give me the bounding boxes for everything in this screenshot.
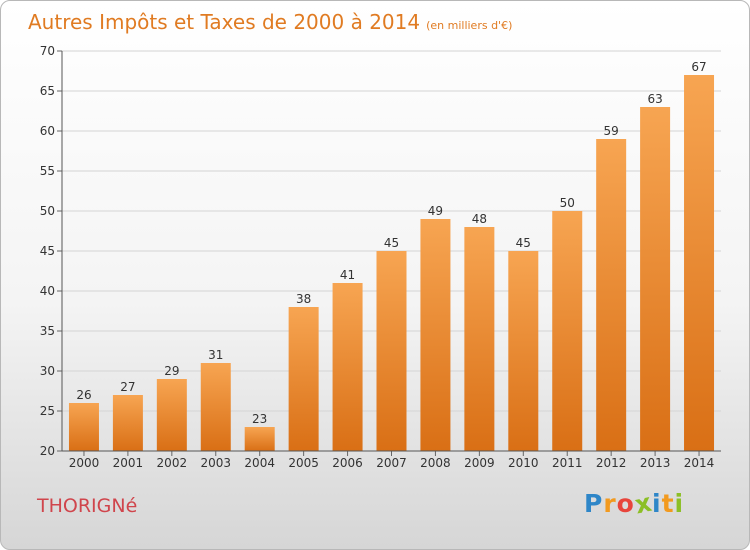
bar: [552, 211, 583, 451]
logo-letter: t: [661, 489, 675, 518]
x-tick-label: 2010: [508, 456, 539, 470]
y-tick-label: 35: [40, 324, 55, 338]
bar: [244, 427, 275, 451]
bar-value-label: 23: [252, 412, 267, 426]
x-tick-label: 2008: [420, 456, 451, 470]
bar: [332, 283, 363, 451]
bar: [112, 395, 143, 451]
x-tick-label: 2013: [640, 456, 671, 470]
x-tick-label: 2000: [69, 456, 100, 470]
bar: [684, 75, 715, 451]
bar-value-label: 45: [516, 236, 531, 250]
y-tick-label: 50: [40, 204, 55, 218]
commune-name: THORIGNé: [37, 495, 138, 517]
bar: [596, 139, 627, 451]
y-tick-label: 25: [40, 404, 55, 418]
bar-value-label: 67: [691, 60, 706, 74]
y-tick-label: 45: [40, 244, 55, 258]
logo-letter: P: [584, 489, 604, 518]
bar: [376, 251, 407, 451]
chart-subtitle: (en milliers d'€): [426, 19, 513, 32]
x-tick-label: 2002: [157, 456, 188, 470]
bar-value-label: 31: [208, 348, 223, 362]
x-tick-label: 2014: [684, 456, 715, 470]
chart-title-text: Autres Impôts et Taxes de 2000 à 2014: [28, 10, 421, 34]
logo-letter: o: [616, 489, 635, 518]
chart-title: Autres Impôts et Taxes de 2000 à 2014 (en…: [28, 10, 512, 34]
bar-value-label: 48: [472, 212, 487, 226]
x-tick-label: 2009: [464, 456, 495, 470]
bar: [68, 403, 99, 451]
y-tick-label: 40: [40, 284, 55, 298]
bar-value-label: 29: [164, 364, 179, 378]
bar: [200, 363, 231, 451]
x-tick-label: 2007: [376, 456, 407, 470]
y-tick-label: 60: [40, 124, 55, 138]
x-tick-label: 2001: [113, 456, 144, 470]
y-tick-label: 55: [40, 164, 55, 178]
x-tick-label: 2005: [288, 456, 319, 470]
bar-value-label: 59: [604, 124, 619, 138]
bar-value-label: 27: [120, 380, 135, 394]
bar: [156, 379, 187, 451]
bars: 26 27 29 31 23 38 41 45 49 48 45 50 59 63 67: [68, 60, 715, 451]
x-tick-label: 2003: [200, 456, 231, 470]
logo-letter: i: [652, 489, 662, 518]
bar: [640, 107, 671, 451]
axes: 20 25 30 35 40 45 50 55 60 65 70 2000 2001 2002 2003 20…: [40, 44, 721, 470]
bar-value-label: 63: [647, 92, 662, 106]
logo-letter: r: [603, 489, 617, 518]
x-tick-label: 2004: [244, 456, 275, 470]
y-tick-label: 20: [40, 444, 55, 458]
x-tick-label: 2011: [552, 456, 583, 470]
proxiti-logo: Proxiti: [584, 488, 685, 520]
bar: [420, 219, 451, 451]
bar-value-label: 41: [340, 268, 355, 282]
y-tick-label: 70: [40, 44, 55, 58]
y-tick-label: 30: [40, 364, 55, 378]
x-tick-label: 2012: [596, 456, 627, 470]
x-tick-label: 2006: [332, 456, 363, 470]
bar-value-label: 26: [76, 388, 91, 402]
y-tick-label: 65: [40, 84, 55, 98]
bar-value-label: 45: [384, 236, 399, 250]
bar: [464, 227, 495, 451]
logo-letter: i: [674, 489, 685, 518]
bar: [288, 307, 319, 451]
bar-value-label: 50: [560, 196, 575, 210]
bar-value-label: 49: [428, 204, 443, 218]
bar-value-label: 38: [296, 292, 311, 306]
bar: [508, 251, 539, 451]
